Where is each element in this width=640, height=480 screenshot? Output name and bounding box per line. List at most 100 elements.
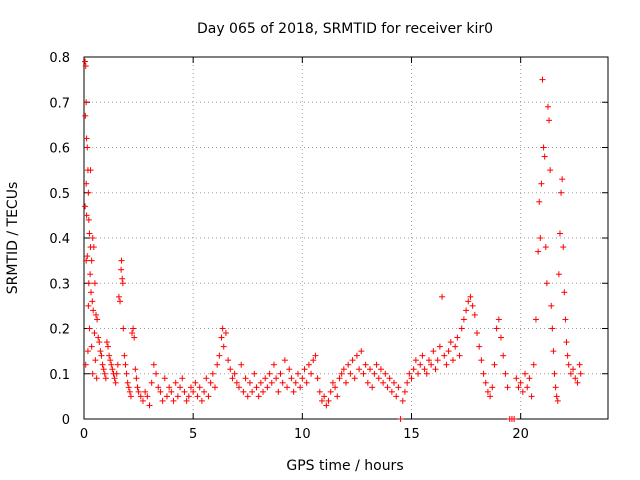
data-point xyxy=(577,370,584,377)
data-point xyxy=(395,384,402,391)
data-point xyxy=(106,352,113,359)
data-point xyxy=(255,393,262,400)
data-point xyxy=(419,352,426,359)
data-point xyxy=(549,325,556,332)
data-point xyxy=(570,366,577,373)
data-point xyxy=(130,325,137,332)
x-axis-label: GPS time / hours xyxy=(286,458,403,474)
data-point xyxy=(124,379,131,386)
data-point xyxy=(244,393,251,400)
data-point xyxy=(122,361,129,368)
data-point xyxy=(290,388,297,395)
data-point xyxy=(391,379,398,386)
data-point xyxy=(137,393,144,400)
data-point xyxy=(101,370,108,377)
data-point xyxy=(522,370,529,377)
data-point xyxy=(367,366,374,373)
data-point xyxy=(371,370,378,377)
data-point xyxy=(364,379,371,386)
data-point xyxy=(323,402,330,409)
data-point xyxy=(491,361,498,368)
data-point xyxy=(325,397,332,404)
data-point xyxy=(119,280,126,287)
data-point xyxy=(105,343,112,350)
data-point xyxy=(85,189,92,196)
data-point xyxy=(112,379,119,386)
data-point xyxy=(536,198,543,205)
data-point xyxy=(113,370,120,377)
data-point xyxy=(281,357,288,364)
y-tick-labels: 0 0.1 0.2 0.3 0.4 0.5 0.6 0.7 0.8 xyxy=(49,51,70,428)
data-point xyxy=(540,144,547,151)
y-tick-label: 0.1 xyxy=(49,368,70,383)
data-point xyxy=(548,302,555,309)
data-point xyxy=(500,352,507,359)
data-point xyxy=(150,361,157,368)
data-point xyxy=(572,375,579,382)
data-point xyxy=(273,375,280,382)
data-point xyxy=(524,384,531,391)
data-points xyxy=(82,58,584,422)
data-point xyxy=(556,230,563,237)
data-point xyxy=(555,271,562,278)
data-point xyxy=(227,366,234,373)
data-point xyxy=(576,361,583,368)
data-point xyxy=(552,384,559,391)
data-point xyxy=(463,307,470,314)
data-point xyxy=(89,370,96,377)
data-point xyxy=(82,58,89,65)
data-point xyxy=(146,402,153,409)
data-point xyxy=(476,343,483,350)
data-point xyxy=(526,375,533,382)
data-point xyxy=(469,302,476,309)
data-point xyxy=(126,388,133,395)
data-point xyxy=(109,366,116,373)
data-point xyxy=(153,370,160,377)
data-point xyxy=(460,316,467,323)
data-point xyxy=(538,180,545,187)
data-point xyxy=(284,384,291,391)
data-point xyxy=(181,388,188,395)
data-point xyxy=(519,388,526,395)
data-point xyxy=(412,357,419,364)
data-point xyxy=(90,244,97,251)
data-point xyxy=(166,384,173,391)
data-point xyxy=(123,370,130,377)
data-point xyxy=(87,167,94,174)
data-point xyxy=(187,384,194,391)
data-point xyxy=(168,388,175,395)
data-point xyxy=(465,298,472,305)
data-point xyxy=(222,330,229,337)
data-point xyxy=(487,393,494,400)
data-point xyxy=(132,366,139,373)
data-point xyxy=(299,375,306,382)
data-point xyxy=(432,366,439,373)
data-point xyxy=(343,379,349,386)
data-point xyxy=(194,393,201,400)
data-point xyxy=(93,375,100,382)
y-tick-label: 0 xyxy=(62,413,70,428)
data-point xyxy=(397,416,404,422)
data-point xyxy=(238,361,245,368)
data-point xyxy=(493,325,500,332)
data-point xyxy=(360,370,367,377)
data-point xyxy=(373,361,380,368)
data-point xyxy=(415,370,422,377)
chart-title: Day 065 of 2018, SRMTID for receiver kir… xyxy=(197,21,493,37)
data-point xyxy=(543,280,550,287)
data-point xyxy=(318,397,325,404)
data-point xyxy=(277,370,284,377)
data-point xyxy=(353,352,360,359)
data-point xyxy=(561,289,568,296)
data-point xyxy=(530,361,537,368)
x-tick-labels: 0 5 10 15 20 xyxy=(80,427,529,442)
data-point xyxy=(115,293,122,300)
data-point xyxy=(471,311,478,318)
data-point xyxy=(535,248,542,255)
data-point xyxy=(89,298,96,305)
data-point xyxy=(93,311,100,318)
data-point xyxy=(408,375,415,382)
data-point xyxy=(292,379,299,386)
data-point xyxy=(547,167,554,174)
data-point xyxy=(314,375,321,382)
